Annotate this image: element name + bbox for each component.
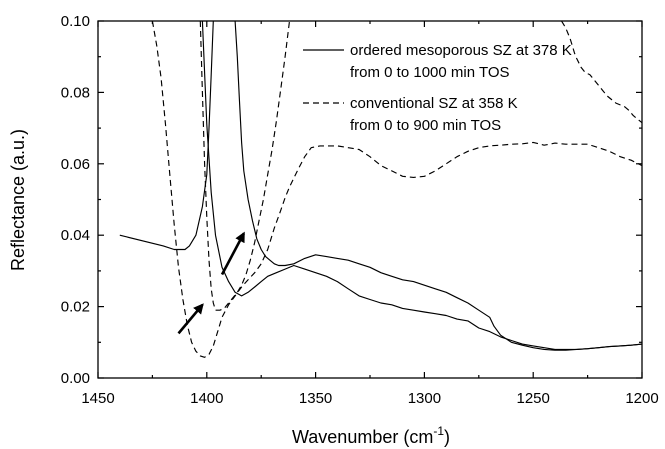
series-line-5: [199, 21, 291, 311]
x-axis-title: Wavenumber (cm-1): [292, 424, 450, 447]
legend-label-dashed-line2: from 0 to 900 min TOS: [350, 117, 501, 134]
y-tick-label: 0.00: [61, 370, 90, 387]
y-axis-title: Reflectance (a.u.): [8, 129, 28, 271]
x-tick-label: 1450: [81, 390, 114, 407]
series-line-2: [201, 21, 642, 350]
legend-label-dashed: conventional SZ at 358 K: [350, 95, 518, 112]
series-line-6: [561, 21, 642, 124]
series-group: [119, 21, 642, 358]
legend-label-solid: ordered mesoporous SZ at 378 K: [350, 42, 572, 59]
y-tick-label: 0.08: [61, 84, 90, 101]
series-line-1: [119, 21, 214, 251]
x-tick-label: 1300: [408, 390, 441, 407]
y-axis: 0.00 0.02 0.04 0.06 0.08 0.10: [61, 13, 642, 387]
annotation-arrow-2: [177, 303, 204, 335]
y-tick-label: 0.06: [61, 156, 90, 173]
annotation-group: [177, 231, 245, 335]
y-tick-label: 0.10: [61, 13, 90, 30]
x-tick-label: 1200: [625, 390, 658, 407]
x-axis: 1450 1400 1350 1300 1250 1200: [81, 21, 659, 407]
legend: ordered mesoporous SZ at 378 K from 0 to…: [303, 42, 572, 134]
legend-label-solid-line2: from 0 to 1000 min TOS: [350, 64, 510, 81]
series-line-3: [234, 21, 642, 351]
series-line-4: [151, 21, 642, 358]
y-tick-label: 0.04: [61, 227, 90, 244]
y-tick-label: 0.02: [61, 299, 90, 316]
annotation-arrow-1: [220, 231, 245, 276]
x-tick-label: 1250: [517, 390, 550, 407]
x-tick-label: 1350: [299, 390, 332, 407]
x-tick-label: 1400: [190, 390, 223, 407]
